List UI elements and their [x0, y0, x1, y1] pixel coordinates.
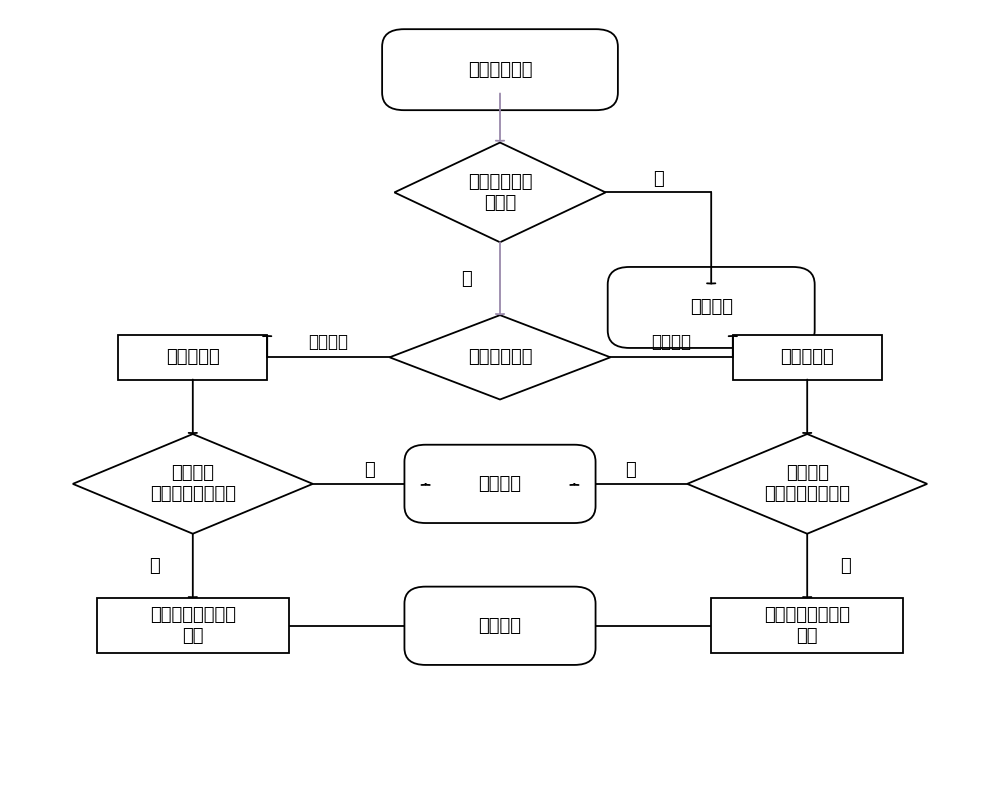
Polygon shape — [73, 434, 313, 534]
Text: 第一次接收测
温数值: 第一次接收测 温数值 — [468, 173, 532, 212]
Text: 变化率计算: 变化率计算 — [166, 348, 220, 366]
Text: 是: 是 — [149, 557, 160, 575]
Text: 变化率计算: 变化率计算 — [780, 348, 834, 366]
Text: 发送正向跳变故障
告警: 发送正向跳变故障 告警 — [150, 606, 236, 645]
Polygon shape — [687, 434, 927, 534]
Text: 是: 是 — [653, 169, 664, 188]
Text: 否: 否 — [364, 461, 375, 479]
Text: 分析结束: 分析结束 — [690, 299, 733, 316]
Text: 正向跳变: 正向跳变 — [308, 333, 348, 351]
Polygon shape — [390, 315, 610, 400]
Text: 分析结束: 分析结束 — [479, 475, 522, 493]
FancyBboxPatch shape — [382, 30, 618, 110]
Text: 是: 是 — [840, 557, 851, 575]
FancyBboxPatch shape — [404, 586, 596, 665]
Bar — [733, 335, 882, 380]
FancyBboxPatch shape — [608, 267, 815, 348]
Text: 接收测温数值: 接收测温数值 — [468, 61, 532, 78]
Bar — [97, 598, 289, 654]
Polygon shape — [394, 142, 606, 242]
Text: 跳变类型判断: 跳变类型判断 — [468, 348, 532, 366]
FancyBboxPatch shape — [404, 445, 596, 523]
Text: 否: 否 — [461, 270, 472, 288]
Text: 否: 否 — [625, 461, 636, 479]
Text: 反向跳变: 反向跳变 — [652, 333, 692, 351]
Bar — [118, 335, 267, 380]
Bar — [711, 598, 903, 654]
Text: 变化率超
过正向变化率阈值: 变化率超 过正向变化率阈值 — [150, 464, 236, 503]
Text: 变化率超
过反向变化率阈值: 变化率超 过反向变化率阈值 — [764, 464, 850, 503]
Text: 分析结束: 分析结束 — [479, 617, 522, 634]
Text: 发送反向跳变故障
告警: 发送反向跳变故障 告警 — [764, 606, 850, 645]
